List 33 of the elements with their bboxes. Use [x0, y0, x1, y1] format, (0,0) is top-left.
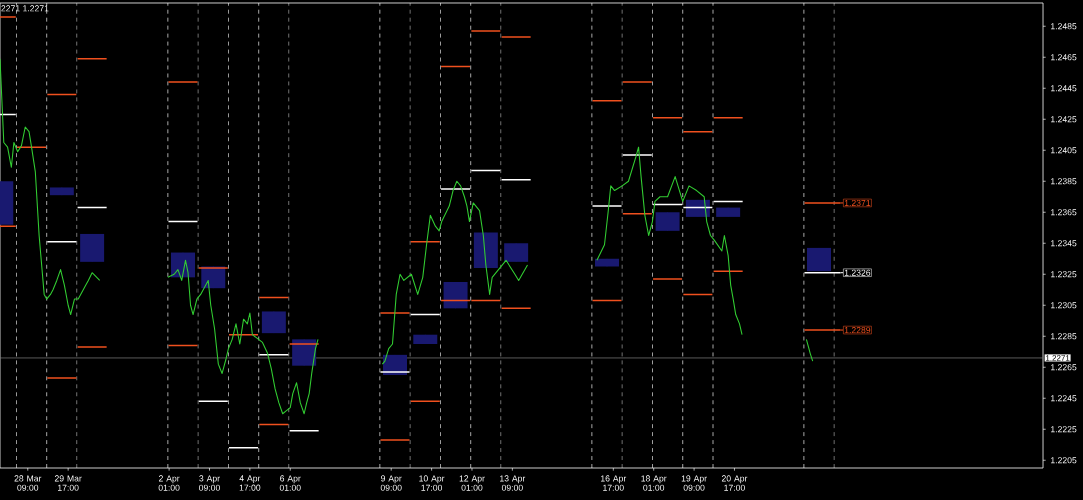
y-tick-label: 1.2265 — [1051, 364, 1077, 371]
y-tick-label: 1.2325 — [1051, 271, 1077, 278]
y-tick-label: 1.2465 — [1051, 54, 1077, 61]
y-tick-label: 1.2225 — [1051, 426, 1077, 433]
x-tick-label: 2 Apr 01:00 — [158, 475, 180, 491]
x-tick-label: 19 Apr 09:00 — [681, 475, 707, 491]
x-tick-label: 3 Apr 09:00 — [199, 475, 220, 491]
y-tick-label: 1.2385 — [1051, 178, 1077, 185]
annotation: 2271 1.2271 — [1, 5, 49, 12]
y-tick-label: 1.2405 — [1051, 147, 1077, 154]
y-tick-label: 1.2425 — [1051, 116, 1077, 123]
annotation: 1.2289 — [844, 327, 871, 334]
x-tick-label: 6 Apr 01:00 — [279, 475, 301, 491]
x-tick-label: 16 Apr 17:00 — [601, 475, 627, 491]
annotation: 1.2326 — [844, 269, 871, 276]
y-tick-label: 1.2345 — [1051, 240, 1077, 247]
x-tick-label: 18 Apr 01:00 — [641, 475, 667, 491]
y-tick-label: 1.2305 — [1051, 302, 1077, 309]
x-tick-label: 20 Apr 17:00 — [721, 475, 748, 491]
y-tick-label: 1.2365 — [1051, 209, 1077, 216]
y-tick-label: 1.2485 — [1051, 23, 1077, 30]
x-tick-label: 9 Apr 09:00 — [380, 475, 402, 491]
x-tick-label: 4 Apr 17:00 — [239, 475, 261, 491]
y-tick-label: 1.2205 — [1051, 457, 1077, 464]
annotation: 1.2371 — [844, 199, 871, 206]
x-tick-label: 12 Apr 01:00 — [459, 475, 485, 491]
y-tick-label: 1.2285 — [1051, 333, 1077, 340]
y-tick-label: 1.2245 — [1051, 395, 1077, 402]
x-tick-label: 29 Mar 17:00 — [54, 475, 82, 491]
x-tick-label: 10 Apr 17:00 — [419, 475, 445, 491]
x-tick-label: 13 Apr 09:00 — [500, 475, 526, 491]
y-tick-label: 1.2445 — [1051, 85, 1077, 92]
x-tick-label: 28 Mar 09:00 — [14, 475, 42, 491]
